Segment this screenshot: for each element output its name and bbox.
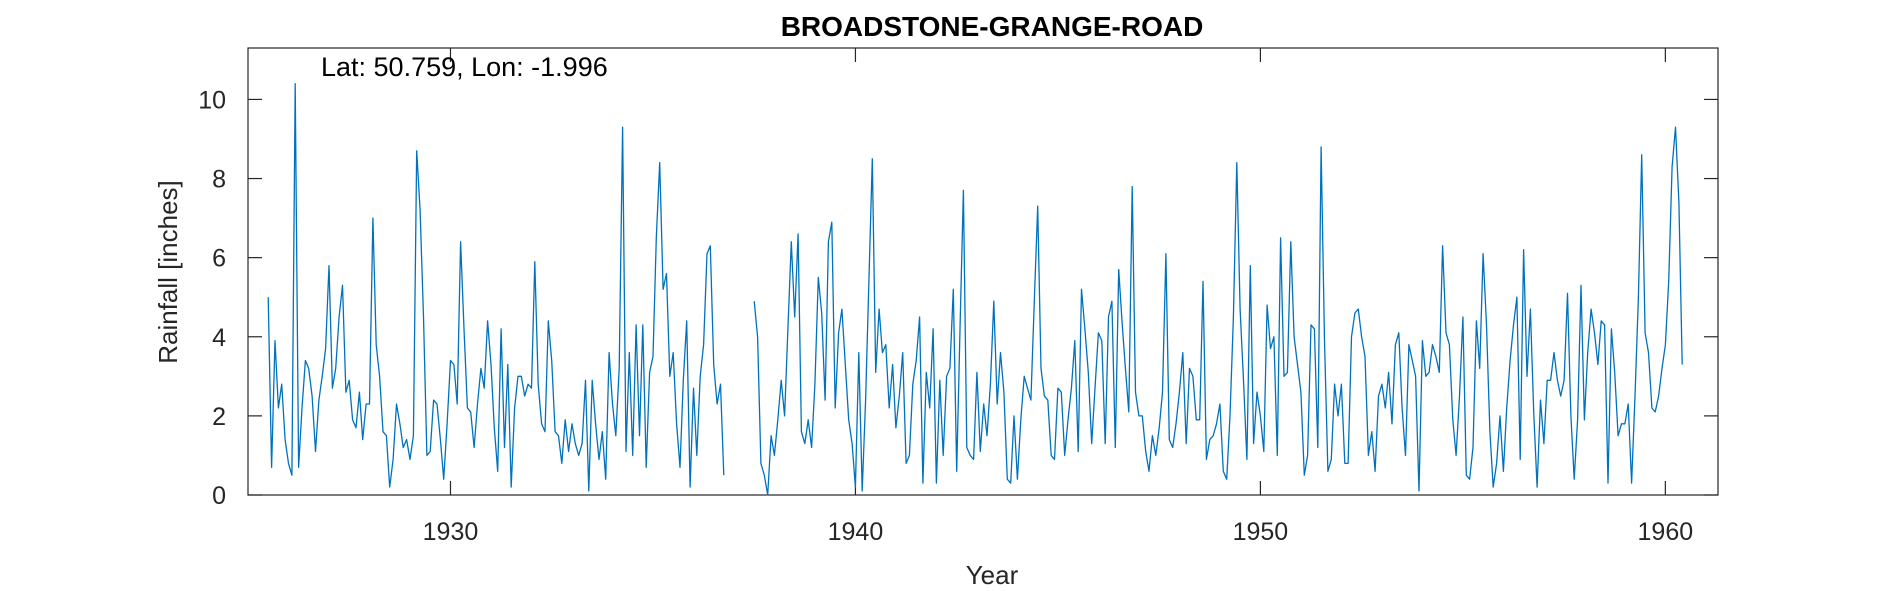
x-axis-label: Year — [966, 560, 1019, 590]
y-tick-label: 0 — [212, 482, 226, 510]
x-tick-label: 1930 — [423, 518, 479, 546]
y-axis-label: Rainfall [inches] — [153, 180, 183, 364]
series-line — [267, 82, 725, 492]
plot-area-frame — [247, 47, 1719, 496]
location-annotation: Lat: 50.759, Lon: -1.996 — [321, 52, 608, 82]
y-tick-label: 8 — [212, 166, 226, 194]
y-tick-label: 2 — [212, 403, 226, 431]
axes — [247, 47, 1719, 496]
rainfall-series — [267, 82, 1683, 496]
x-tick-label: 1950 — [1233, 518, 1289, 546]
y-tick-label: 6 — [212, 245, 226, 273]
x-axis-ticks: 1930 1940 1950 1960 — [423, 48, 1694, 546]
series-line — [753, 126, 1683, 496]
y-axis-ticks: 0 2 4 6 8 10 — [198, 86, 1718, 510]
x-tick-label: 1960 — [1638, 518, 1694, 546]
chart-title: BROADSTONE-GRANGE-ROAD — [781, 11, 1204, 42]
x-tick-label: 1940 — [828, 518, 884, 546]
y-tick-label: 4 — [212, 324, 226, 352]
y-tick-label: 10 — [198, 86, 226, 114]
